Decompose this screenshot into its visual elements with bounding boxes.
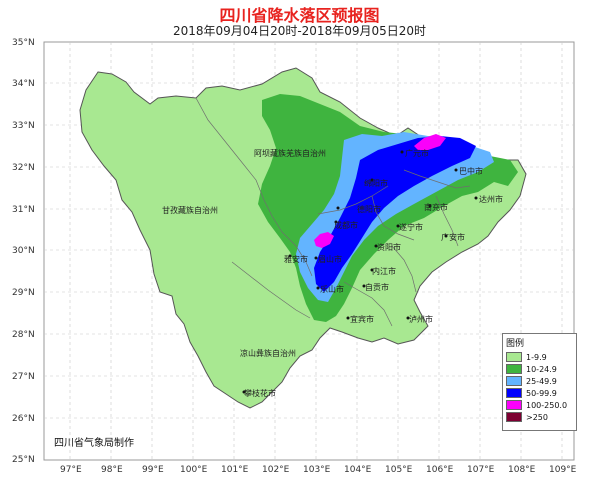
xtick: 107°E: [467, 465, 495, 475]
legend-item: 100-250.0: [506, 399, 576, 411]
latitude-labels: 35°N 34°N 33°N 32°N 31°N 30°N 29°N 28°N …: [12, 38, 35, 465]
city-label-panzhihua: 攀枝花市: [244, 388, 276, 398]
city-label-guangyuan: 广元市: [405, 148, 429, 158]
xtick: 101°E: [221, 465, 249, 475]
legend-item: >250: [506, 411, 576, 423]
legend-label: 25-49.9: [526, 376, 557, 386]
city-label-zigong: 自贡市: [365, 282, 389, 292]
region-label-ganzi: 甘孜藏族自治州: [162, 205, 218, 215]
ytick: 29°N: [12, 288, 35, 298]
city-label-neijiang: 内江市: [372, 266, 396, 276]
city-markers: [242, 150, 478, 394]
ytick: 26°N: [12, 414, 35, 424]
region-label-aba: 阿坝藏族羌族自治州: [254, 148, 326, 158]
xtick: 103°E: [303, 465, 331, 475]
legend: 图例 1-9.9 10-24.9 25-49.9 50-99.9 100-250…: [502, 333, 577, 431]
xtick: 104°E: [344, 465, 372, 475]
prefecture-boundaries: [195, 97, 471, 327]
xtick: 99°E: [142, 465, 164, 475]
city-label-bazhong: 巴中市: [459, 166, 483, 176]
xtick: 100°E: [180, 465, 208, 475]
city-label-yibin: 宜宾市: [350, 314, 374, 324]
city-label-suining: 遂宁市: [399, 222, 423, 232]
city-label-ziyang: 资阳市: [377, 242, 401, 252]
forecast-period: 2018年09月04日20时-2018年09月05日20时: [172, 24, 427, 38]
rain-zone-50-99: [314, 136, 476, 292]
xtick: 108°E: [508, 465, 536, 475]
ytick: 31°N: [12, 205, 35, 215]
legend-label: 100-250.0: [526, 400, 568, 410]
ytick: 34°N: [12, 79, 35, 89]
xtick: 98°E: [101, 465, 123, 475]
ytick: 35°N: [12, 38, 35, 48]
legend-item: 50-99.9: [506, 387, 576, 399]
xtick: 102°E: [262, 465, 290, 475]
city-label-yaan: 雅安市: [284, 254, 308, 264]
city-label-chengdu: 成都市: [334, 220, 358, 230]
city-label-leshan: 乐山市: [320, 284, 344, 294]
legend-item: 25-49.9: [506, 375, 576, 387]
legend-item: 1-9.9: [506, 351, 576, 363]
ytick: 30°N: [12, 246, 35, 256]
xtick: 106°E: [426, 465, 454, 475]
producer-credit: 四川省气象局制作: [54, 438, 134, 449]
ytick: 27°N: [12, 372, 35, 382]
legend-swatch: [506, 352, 522, 362]
xtick: 109°E: [549, 465, 577, 475]
legend-item: 10-24.9: [506, 363, 576, 375]
legend-swatch: [506, 376, 522, 386]
ytick: 33°N: [12, 121, 35, 131]
city-label-deyang: 德阳市: [357, 204, 381, 214]
rain-zone-100-250-south: [314, 232, 334, 248]
legend-label: >250: [526, 412, 548, 422]
city-label-guangan: 广安市: [441, 232, 465, 242]
city-label-luzhou: 泸州市: [409, 314, 433, 324]
longitude-labels: 97°E 98°E 99°E 100°E 101°E 102°E 103°E 1…: [60, 465, 577, 475]
legend-title: 图例: [506, 339, 525, 349]
rain-zone-100-250-north: [414, 134, 446, 150]
city-labels: 巴中市 广元市 绵阳市 达州市 南充市 德阳市 遂宁市 广安市 成都市 资阳市 …: [244, 148, 503, 398]
xtick: 97°E: [60, 465, 82, 475]
region-label-liangshan: 凉山彝族自治州: [240, 348, 296, 358]
legend-label: 1-9.9: [526, 352, 547, 362]
ytick: 28°N: [12, 330, 35, 340]
legend-swatch: [506, 412, 522, 422]
ytick: 25°N: [12, 455, 35, 465]
city-label-dazhou: 达州市: [479, 194, 503, 204]
city-label-meishan: 眉山市: [318, 254, 342, 264]
map-title: 四川省降水落区预报图: [219, 6, 380, 25]
ytick: 32°N: [12, 163, 35, 173]
legend-swatch: [506, 400, 522, 410]
legend-swatch: [506, 388, 522, 398]
city-label-nanchong: 南充市: [424, 202, 448, 212]
legend-swatch: [506, 364, 522, 374]
legend-label: 50-99.9: [526, 388, 557, 398]
legend-label: 10-24.9: [526, 364, 557, 374]
city-label-mianyang: 绵阳市: [364, 178, 388, 188]
xtick: 105°E: [385, 465, 413, 475]
